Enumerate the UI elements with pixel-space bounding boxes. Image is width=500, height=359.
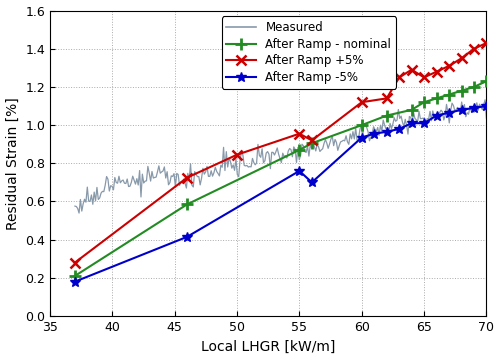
Y-axis label: Residual Strain [%]: Residual Strain [%] <box>6 97 20 230</box>
Legend: Measured, After Ramp - nominal, After Ramp +5%, After Ramp -5%: Measured, After Ramp - nominal, After Ra… <box>222 17 396 89</box>
X-axis label: Local LHGR [kW/m]: Local LHGR [kW/m] <box>201 340 336 354</box>
